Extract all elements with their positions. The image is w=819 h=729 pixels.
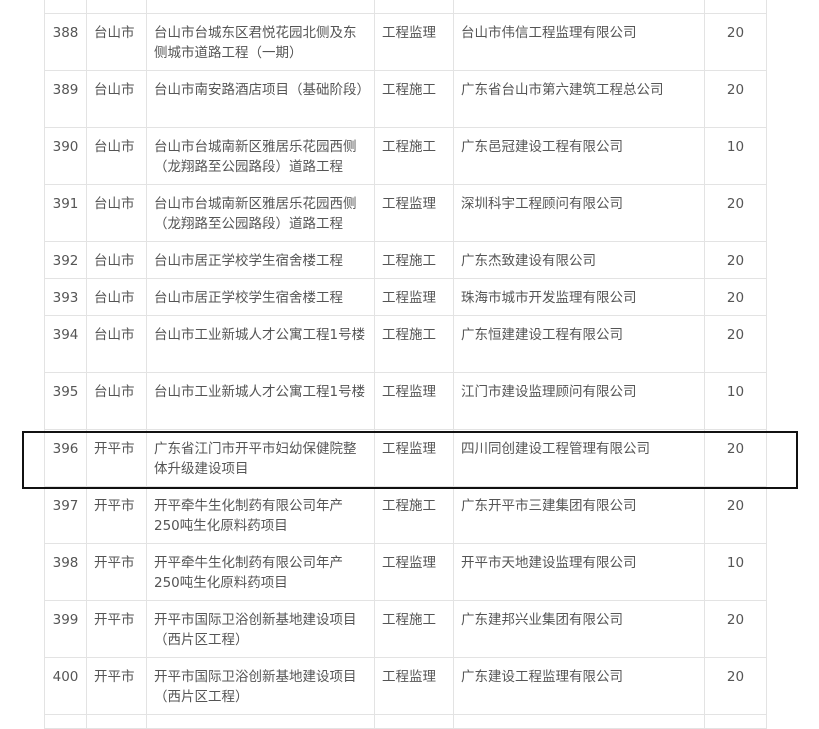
cell-city: 台山市 xyxy=(86,184,147,242)
table-row-highlighted: 396 开平市 广东省江门市开平市妇幼保健院整体升级建设项目 工程监理 四川同创建设工程… xyxy=(44,429,767,487)
cell-company: 四川同创建设工程管理有限公司 xyxy=(453,429,705,487)
table-row: 398 开平市 开平牵牛生化制药有限公司年产250吨生化原料药项目 工程监理 开平市天地… xyxy=(44,543,767,601)
cell-company: 广东开平市三建集团有限公司 xyxy=(453,486,705,544)
cell-score: 20 xyxy=(704,600,767,658)
cell-project: 台山市台城南新区雅居乐花园西侧（龙翔路至公园路段）道路工程 xyxy=(146,127,375,185)
cell-number: 394 xyxy=(44,315,87,373)
cell-company: 珠海市城市开发监理有限公司 xyxy=(453,278,705,316)
cell-city: 开平市 xyxy=(86,657,147,715)
cell-number: 389 xyxy=(44,70,87,128)
cell-number: 388 xyxy=(44,13,87,71)
cell-type: 工程施工 xyxy=(374,241,454,279)
cell-type: 工程监理 xyxy=(374,429,454,487)
cell-company: 江门市建设监理顾问有限公司 xyxy=(453,372,705,430)
table-row: 389 台山市 台山市南安路酒店项目（基础阶段） 工程施工 广东省台山市第六建筑工程总公… xyxy=(44,70,767,128)
cell-number: 393 xyxy=(44,278,87,316)
table-row: 388 台山市 台山市台城东区君悦花园北侧及东侧城市道路工程（一期） 工程监理 台山市伟… xyxy=(44,13,767,71)
cell-type: 工程施工 xyxy=(374,70,454,128)
cell-type: 工程监理 xyxy=(374,184,454,242)
cell-type: 工程施工 xyxy=(374,600,454,658)
cell-project: 台山市居正学校学生宿舍楼工程 xyxy=(146,241,375,279)
cell-type: 工程监理 xyxy=(374,657,454,715)
cell-city: 台山市 xyxy=(86,241,147,279)
cell-company: 开平市天地建设监理有限公司 xyxy=(453,543,705,601)
cell-number: 396 xyxy=(44,429,87,487)
cell-score: 10 xyxy=(704,372,767,430)
cell-city: 台山市 xyxy=(86,13,147,71)
cell-score: 20 xyxy=(704,657,767,715)
cell-type: 工程监理 xyxy=(374,372,454,430)
cell-score: 20 xyxy=(704,70,767,128)
cell-score: 20 xyxy=(704,278,767,316)
project-table: 388 台山市 台山市台城东区君悦花园北侧及东侧城市道路工程（一期） 工程监理 台山市伟… xyxy=(44,0,767,729)
cell-city: 开平市 xyxy=(86,600,147,658)
cell-score: 20 xyxy=(704,184,767,242)
cell-type: 工程施工 xyxy=(374,315,454,373)
table-row: 399 开平市 开平市国际卫浴创新基地建设项目（西片区工程） 工程施工 广东建邦兴业集团… xyxy=(44,600,767,658)
cell-score: 10 xyxy=(704,543,767,601)
cell-city: 台山市 xyxy=(86,315,147,373)
cell-city: 开平市 xyxy=(86,486,147,544)
cell-company: 广东省台山市第六建筑工程总公司 xyxy=(453,70,705,128)
cell-project: 台山市台城东区君悦花园北侧及东侧城市道路工程（一期） xyxy=(146,13,375,71)
table-row: 394 台山市 台山市工业新城人才公寓工程1号楼 工程施工 广东恒建建设工程有限公司 20 xyxy=(44,315,767,373)
cell-project: 开平市国际卫浴创新基地建设项目（西片区工程） xyxy=(146,600,375,658)
cell-number: 399 xyxy=(44,600,87,658)
cell-company: 广东杰致建设有限公司 xyxy=(453,241,705,279)
table-row: 395 台山市 台山市工业新城人才公寓工程1号楼 工程监理 江门市建设监理顾问有限公司 1… xyxy=(44,372,767,430)
cell-company: 台山市伟信工程监理有限公司 xyxy=(453,13,705,71)
cell-project: 开平牵牛生化制药有限公司年产250吨生化原料药项目 xyxy=(146,543,375,601)
cell-score: 20 xyxy=(704,486,767,544)
table-row-partial xyxy=(44,0,767,14)
cell-type: 工程监理 xyxy=(374,278,454,316)
cell-project: 台山市工业新城人才公寓工程1号楼 xyxy=(146,315,375,373)
cell-company: 广东恒建建设工程有限公司 xyxy=(453,315,705,373)
cell-number: 400 xyxy=(44,657,87,715)
table-row: 391 台山市 台山市台城南新区雅居乐花园西侧（龙翔路至公园路段）道路工程 工程监理深… xyxy=(44,184,767,242)
cell-number: 397 xyxy=(44,486,87,544)
cell-city: 台山市 xyxy=(86,70,147,128)
cell-company: 广东邑冠建设工程有限公司 xyxy=(453,127,705,185)
cell-project: 开平市国际卫浴创新基地建设项目（西片区工程） xyxy=(146,657,375,715)
cell-number: 392 xyxy=(44,241,87,279)
cell-number: 398 xyxy=(44,543,87,601)
cell-number: 395 xyxy=(44,372,87,430)
cell-score: 20 xyxy=(704,315,767,373)
cell-project: 台山市台城南新区雅居乐花园西侧（龙翔路至公园路段）道路工程 xyxy=(146,184,375,242)
cell-project: 台山市工业新城人才公寓工程1号楼 xyxy=(146,372,375,430)
cell-score: 20 xyxy=(704,13,767,71)
cell-city: 开平市 xyxy=(86,543,147,601)
cell-city: 台山市 xyxy=(86,278,147,316)
cell-type: 工程施工 xyxy=(374,486,454,544)
cell-company: 广东建邦兴业集团有限公司 xyxy=(453,600,705,658)
cell-project: 台山市居正学校学生宿舍楼工程 xyxy=(146,278,375,316)
cell-number: 390 xyxy=(44,127,87,185)
cell-score: 20 xyxy=(704,429,767,487)
cell-city: 台山市 xyxy=(86,127,147,185)
cell-score: 20 xyxy=(704,241,767,279)
cell-city: 台山市 xyxy=(86,372,147,430)
cell-type: 工程监理 xyxy=(374,543,454,601)
cell-company: 广东建设工程监理有限公司 xyxy=(453,657,705,715)
table-row: 393 台山市 台山市居正学校学生宿舍楼工程 工程监理 珠海市城市开发监理有限公司 20 xyxy=(44,278,767,316)
cell-project: 台山市南安路酒店项目（基础阶段） xyxy=(146,70,375,128)
cell-company: 深圳科宇工程顾问有限公司 xyxy=(453,184,705,242)
cell-score: 10 xyxy=(704,127,767,185)
cell-project: 开平牵牛生化制药有限公司年产250吨生化原料药项目 xyxy=(146,486,375,544)
cell-type: 工程施工 xyxy=(374,127,454,185)
cell-type: 工程监理 xyxy=(374,13,454,71)
table-row: 400 开平市 开平市国际卫浴创新基地建设项目（西片区工程） 工程监理 广东建设工程监理… xyxy=(44,657,767,715)
cell-city: 开平市 xyxy=(86,429,147,487)
table-row: 390 台山市 台山市台城南新区雅居乐花园西侧（龙翔路至公园路段）道路工程 工程施工广… xyxy=(44,127,767,185)
table-row: 397 开平市 开平牵牛生化制药有限公司年产250吨生化原料药项目 工程施工 广东开平市… xyxy=(44,486,767,544)
cell-project: 广东省江门市开平市妇幼保健院整体升级建设项目 xyxy=(146,429,375,487)
table-row: 392 台山市 台山市居正学校学生宿舍楼工程 工程施工 广东杰致建设有限公司 20 xyxy=(44,241,767,279)
cell-number: 391 xyxy=(44,184,87,242)
